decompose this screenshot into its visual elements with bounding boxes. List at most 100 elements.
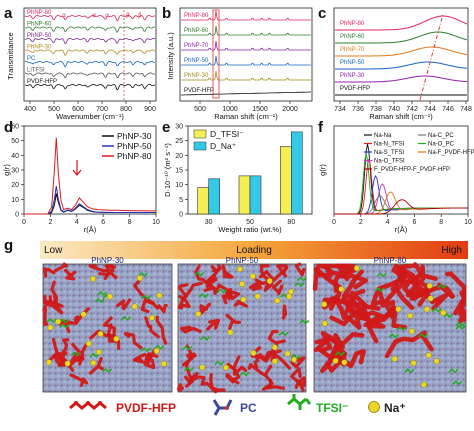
tfsi-molecule [89, 352, 100, 358]
na-ion [249, 273, 256, 280]
na-ion [227, 329, 234, 336]
panel-f-lines [334, 143, 468, 215]
panel-e-bar [197, 187, 209, 215]
na-ion [266, 277, 273, 285]
pvdf-chain [270, 351, 292, 370]
legend-na-icon [368, 401, 380, 413]
pvdf-chain [322, 263, 342, 294]
pvdf-chain [329, 301, 369, 327]
tfsi-molecule [194, 271, 205, 277]
pvdf-chain [294, 262, 306, 277]
tfsi-molecule [294, 282, 305, 288]
pvdf-chain [281, 304, 288, 320]
panel-f-legend-label: Na-O_TFSI [374, 159, 405, 165]
pvdf-chain [177, 281, 204, 310]
panel-b-trace [181, 11, 311, 21]
pvdf-chain [225, 373, 240, 385]
tfsi-molecule [239, 371, 250, 377]
na-ion [113, 335, 120, 342]
panel-d-xtick-label: 0 [22, 219, 26, 226]
panel-b-trace-label: PhNP-80 [184, 13, 209, 19]
panel-label-f: f [318, 119, 324, 136]
tfsi-molecule [299, 319, 310, 325]
panel-e-bar [291, 131, 303, 215]
panel-label-b: b [162, 5, 171, 22]
tfsi-molecule [198, 293, 209, 299]
panel-a-trace-litfsi [24, 72, 156, 79]
panel-a-phase-marker: α [62, 13, 66, 19]
pvdf-chain [247, 363, 268, 377]
na-ion [425, 352, 432, 359]
panel-b-trace-labels: PhNP-80 PhNP-60 PhNP-70 PhNP-50 PhNP-30 PVDF-… [184, 13, 214, 94]
na-ion [395, 306, 402, 313]
na-ion [199, 364, 206, 371]
panel-label-g: g [4, 237, 13, 254]
pvdf-chain [179, 325, 202, 334]
pvdf-chain [204, 264, 222, 285]
panel-a-trace-label: PhNP-80 [27, 10, 52, 16]
simulation-boxes: PhNP-30 PhNP-50 PhNP-80 [42, 256, 467, 394]
panel-c-tick-label: 742 [406, 106, 418, 113]
pvdf-chain [457, 289, 467, 324]
panel-e-ytick-label: 10 [175, 182, 183, 189]
panel-d-xtick-label: 10 [152, 219, 160, 226]
panel-c-trace [335, 75, 468, 83]
pvdf-chain [155, 315, 168, 345]
pvdf-chain [105, 264, 115, 273]
tfsi-molecule [138, 271, 149, 278]
panel-f-xtick-label: 8 [439, 219, 443, 226]
pvdf-chain [380, 286, 415, 319]
pvdf-chain [203, 278, 214, 292]
panel-g: Low Loading High PhNP-30 PhNP-50 PhNP-80 [40, 241, 468, 394]
panel-a-trace-label: LiTFSI [27, 68, 45, 74]
pvdf-chain [184, 356, 194, 388]
panel-d-ytick-label: 0 [15, 212, 19, 219]
legend-pvdf-icon [69, 401, 107, 410]
na-ion [254, 293, 261, 300]
pvdf-chain [409, 277, 449, 311]
panel-c-traces [335, 15, 468, 96]
panel-c-trace-label: PhNP-50 [340, 60, 365, 66]
panel-a-tick-label: 800 [120, 106, 132, 113]
pvdf-chain [209, 373, 226, 392]
pvdf-chain [412, 262, 438, 282]
panel-c-trace-label: PhNP-70 [340, 47, 365, 53]
panel-e-category-label: 30 [205, 219, 213, 226]
panel-f-legend-label: Na-Na [374, 133, 392, 139]
pvdf-chain [264, 378, 286, 390]
na-ion [407, 312, 414, 319]
tfsi-molecule [140, 347, 151, 353]
panel-e-legend-label: D_Na⁺ [210, 141, 237, 151]
panel-b-trace [181, 26, 311, 36]
panel-c-tick-label: 744 [424, 106, 436, 113]
tfsi-molecule [374, 287, 385, 293]
tfsi-molecule [214, 360, 225, 366]
pvdf-chain [67, 355, 79, 368]
panel-e-ylabel: D·10⁻¹⁰ (m² s⁻¹) [163, 143, 172, 197]
pvdf-chain [43, 294, 53, 307]
panel-c-trace-label: PhNP-80 [340, 21, 365, 27]
tfsi-molecule [376, 272, 387, 278]
na-ion [271, 358, 278, 365]
na-ion [332, 357, 339, 364]
tfsi-molecule [141, 294, 152, 300]
panel-e-legend: D_TFSI⁻ D_Na⁺ [193, 129, 244, 151]
panel-f-line [334, 195, 468, 215]
pvdf-chain [267, 329, 286, 345]
panel-f-line [334, 199, 468, 215]
pvdf-chain [146, 349, 159, 365]
panel-label-d: d [4, 119, 13, 136]
panel-d-ytick-label: 30 [11, 168, 19, 175]
panel-a-trace-label: PC [27, 56, 36, 62]
pvdf-chain [250, 343, 279, 363]
panel-f-legend: Na-Na Na-C_PC Na-N_TFSI Na-O_PC Na-S_TFSI Na-… [364, 133, 474, 173]
na-ion [423, 306, 430, 313]
panel-f-legend-label: Na-F_PVDF-HFP [428, 150, 474, 156]
panel-d-legend-label: PhNP-80 [117, 151, 152, 161]
na-ion [85, 340, 92, 347]
panel-b-frame [179, 7, 313, 102]
panel-e-bar [280, 146, 292, 215]
pvdf-chain [248, 282, 263, 291]
pvdf-chain [232, 355, 248, 376]
